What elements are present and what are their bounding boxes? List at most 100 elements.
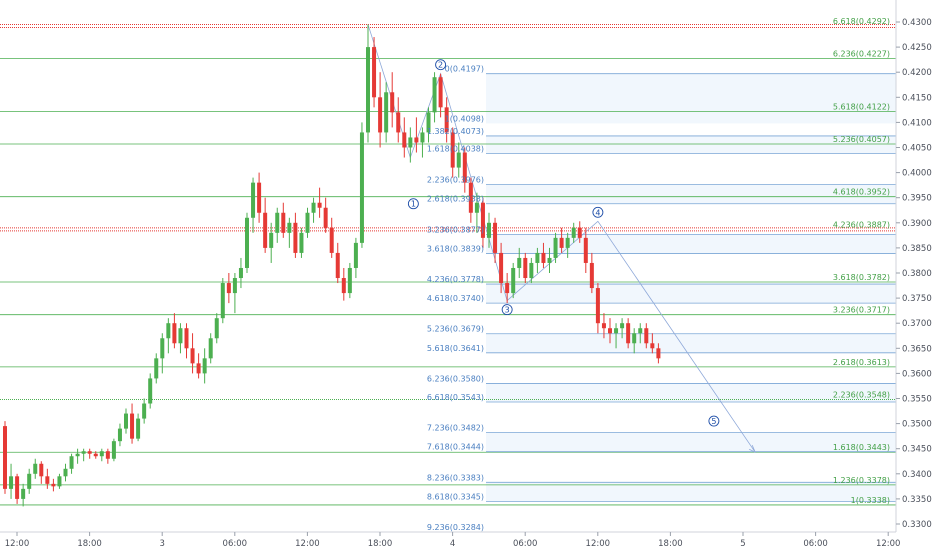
price-axis-label: 0.4300 — [902, 18, 932, 28]
candle-body — [226, 283, 231, 294]
candle — [438, 73, 443, 118]
candle-body — [474, 202, 479, 213]
wave-marker — [592, 206, 604, 218]
candle-body — [69, 456, 74, 469]
price-axis-label: 0.4050 — [902, 144, 932, 154]
price-axis-label: 0.4200 — [902, 68, 932, 78]
candle — [281, 202, 286, 238]
fib-level-label: 8.236(0.3383) — [427, 473, 484, 482]
candle-body — [390, 92, 395, 113]
wave-labels: 1 2 3 4 5 — [407, 59, 720, 427]
fib-level-label: 7.618(0.3444) — [427, 443, 484, 452]
candle — [190, 333, 195, 374]
fib-zone-band — [486, 432, 896, 452]
candle — [414, 117, 419, 153]
candle-body — [487, 222, 491, 238]
time-axis-label: 12:00 — [586, 539, 611, 549]
price-axis: 0.4300 0.4250 0.4200 0.4150 0.4100 0.4050 0.40… — [895, 0, 932, 532]
candle-body — [620, 323, 625, 329]
fib-level-label: 9.236(0.3284) — [427, 523, 484, 532]
candle-body — [87, 451, 92, 454]
candle-body — [565, 237, 570, 248]
candle-body — [75, 453, 80, 457]
wave-marker — [708, 415, 720, 427]
candle — [396, 97, 401, 143]
candle — [511, 262, 516, 299]
candle — [63, 463, 68, 482]
time-axis-label: 12:00 — [876, 539, 901, 549]
fib-level-label: 7.236(0.3482) — [427, 424, 484, 433]
candle-body — [160, 338, 165, 359]
candle — [402, 117, 407, 158]
fib-level-label: 0(0.4197) — [445, 65, 484, 74]
candle-body — [595, 288, 600, 324]
fib-level-label: 2.236(0.3976) — [427, 176, 484, 185]
fib-zone-band — [486, 234, 896, 254]
candle-body — [408, 137, 413, 148]
candle-body — [480, 202, 485, 238]
candle-body — [299, 232, 304, 253]
candle-body — [366, 47, 370, 133]
candle — [45, 468, 50, 489]
candle — [650, 333, 655, 354]
candle-body — [547, 257, 552, 263]
candle-body — [99, 451, 104, 457]
candle — [420, 127, 425, 158]
candle-body — [317, 202, 322, 208]
time-axis-label: 06:00 — [513, 539, 538, 549]
wave-marker-label: 3 — [505, 306, 510, 315]
candle — [517, 247, 522, 279]
candle-body — [493, 222, 498, 253]
candle-body — [523, 257, 528, 279]
candle — [99, 448, 104, 462]
price-axis-label: 0.3350 — [902, 495, 932, 505]
candle — [353, 237, 358, 279]
price-axis-label: 0.3650 — [902, 344, 932, 354]
candle — [347, 262, 352, 299]
candle — [541, 242, 546, 268]
candle — [583, 227, 588, 273]
candle — [166, 318, 171, 354]
candle — [432, 72, 437, 123]
candle — [3, 421, 7, 494]
candle-body — [462, 152, 467, 183]
candle-body — [136, 418, 141, 439]
wave-marker — [501, 304, 513, 316]
candle-body — [553, 237, 558, 258]
time-axis: 12:00 18:00 3 06:00 12:00 18:00 4 06:00 12:00 18:… — [0, 531, 901, 549]
candle — [384, 82, 389, 143]
candle-body — [499, 252, 504, 284]
candle-body — [305, 212, 310, 233]
candle — [559, 227, 564, 253]
candle-body — [438, 77, 443, 108]
candle — [299, 227, 304, 258]
candle — [142, 398, 147, 424]
price-axis-label: 0.3500 — [902, 420, 932, 430]
fib-level-label: 4.618(0.3952) — [833, 188, 890, 197]
candle — [426, 107, 431, 143]
candle — [644, 323, 649, 349]
candle-body — [142, 403, 147, 419]
fib-level-label: 2.618(0.3613) — [833, 358, 890, 367]
candle — [305, 207, 310, 238]
candle — [390, 72, 395, 128]
fib-level-label: 6.618(0.4292) — [833, 17, 890, 26]
candle-body — [281, 212, 286, 233]
price-axis-label: 0.4000 — [902, 169, 932, 179]
wave-marker-label: 2 — [438, 61, 443, 70]
candle — [523, 252, 528, 284]
candle — [366, 24, 370, 143]
candle — [93, 451, 98, 459]
candle-body — [105, 451, 110, 459]
candle-body — [154, 358, 159, 379]
candle-body — [432, 77, 437, 113]
price-axis-label: 0.3450 — [902, 445, 932, 455]
price-axis-label: 0.3850 — [902, 244, 932, 254]
fib-labels: 6.618(0.4292) 6.236(0.4227) 0(0.4197) 5.618… — [427, 17, 890, 532]
candle-body — [614, 328, 619, 334]
price-axis-label: 0.3750 — [902, 294, 932, 304]
candle-body — [238, 267, 243, 279]
candle-body — [196, 363, 201, 374]
fib-level-label: 6.236(0.4227) — [833, 50, 890, 59]
